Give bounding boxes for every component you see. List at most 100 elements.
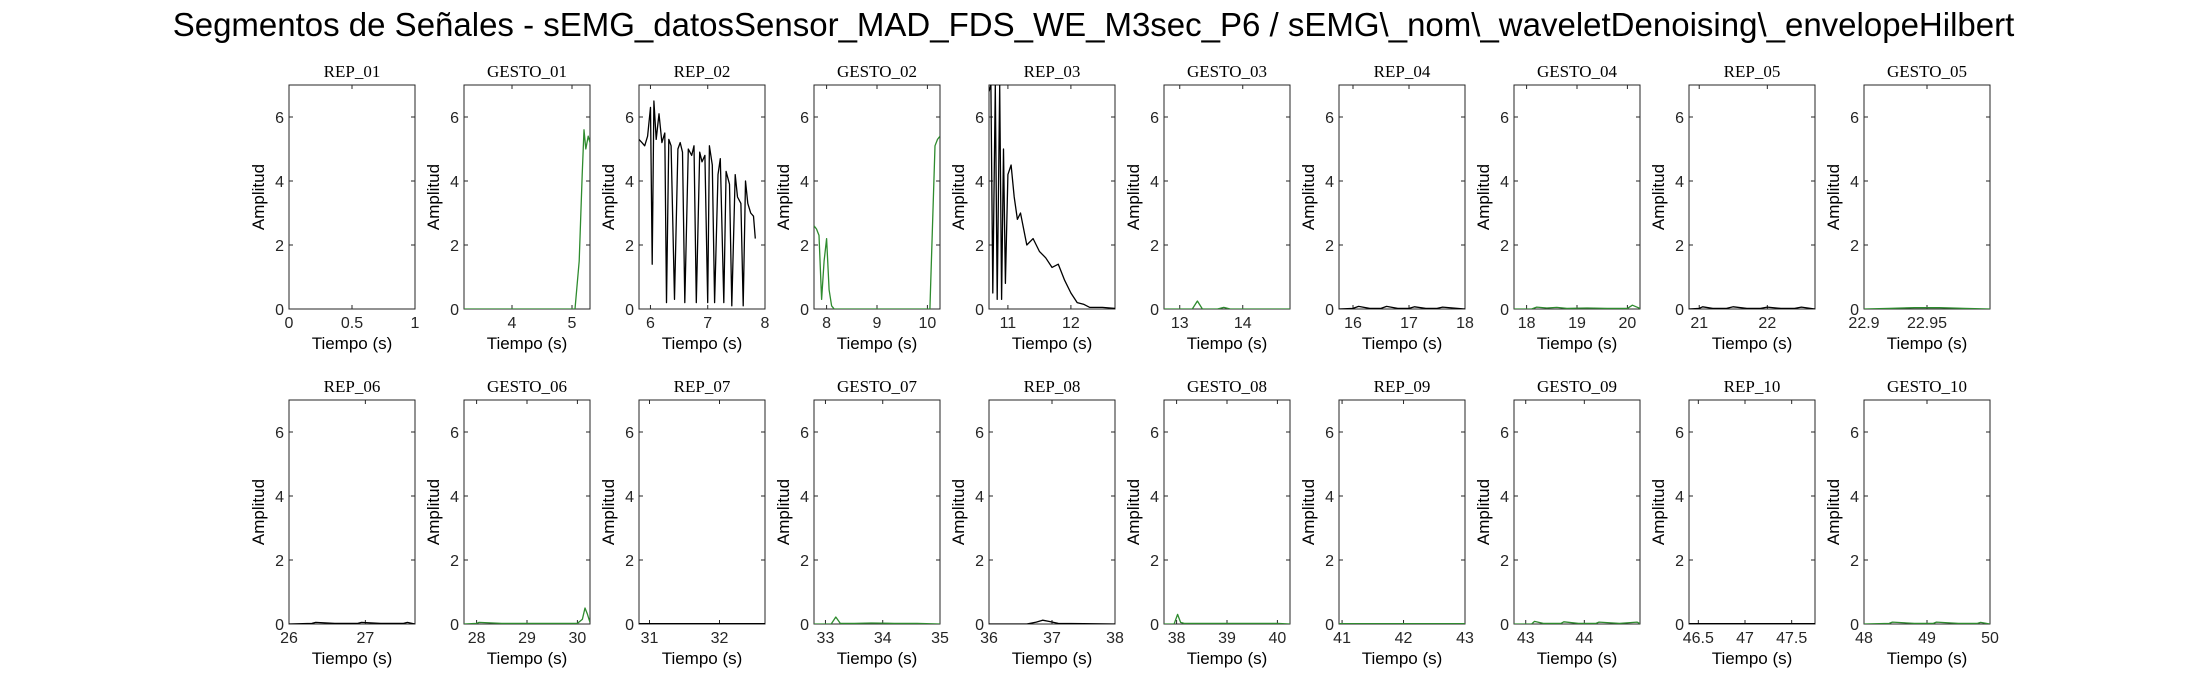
axes-box xyxy=(1163,399,1291,625)
x-tick-label: 27 xyxy=(356,630,374,647)
axes-box xyxy=(463,84,591,310)
x-tick-label: 46.5 xyxy=(1683,630,1714,647)
subplot-title: REP_08 xyxy=(1024,377,1081,396)
x-axis-label: Tiempo (s) xyxy=(1187,334,1268,353)
y-axis-label: Amplitud xyxy=(1474,479,1493,545)
y-axis-label: Amplitud xyxy=(774,164,793,230)
x-tick-label: 47.5 xyxy=(1776,630,1807,647)
subplot-rep-05: 0 2 4 6 21 22 REP_05 Tiempo (s) Amplitud xyxy=(1649,62,1816,353)
x-tick-label: 6 xyxy=(646,315,655,332)
series-line xyxy=(814,616,940,624)
x-tick-label: 22.95 xyxy=(1907,315,1947,332)
y-tick-label: 4 xyxy=(275,489,284,506)
y-tick-label: 0 xyxy=(1325,617,1334,634)
series-line xyxy=(989,85,1115,309)
x-tick-label: 33 xyxy=(817,630,835,647)
y-tick-label: 0 xyxy=(1675,617,1684,634)
subplot-gesto-04: 0 2 4 6 18 19 20 GESTO_04 Tiempo (s) Amplitud xyxy=(1474,62,1641,353)
axes-box xyxy=(1513,399,1641,625)
series-line xyxy=(814,135,940,309)
subplot-title: GESTO_06 xyxy=(487,377,567,396)
subplot-rep-04: 0 2 4 6 16 17 18 REP_04 Tiempo (s) Amplitud xyxy=(1299,62,1474,353)
axes-box xyxy=(1163,84,1291,310)
y-tick-label: 2 xyxy=(1150,238,1159,255)
y-tick-label: 2 xyxy=(275,238,284,255)
axes-box xyxy=(988,84,1116,310)
y-tick-label: 0 xyxy=(975,617,984,634)
axes-box xyxy=(1688,84,1816,310)
x-tick-label: 19 xyxy=(1568,315,1586,332)
axes-box xyxy=(288,84,416,310)
y-tick-label: 4 xyxy=(800,174,809,191)
x-tick-label: 10 xyxy=(919,315,937,332)
x-tick-label: 44 xyxy=(1575,630,1593,647)
axes-box xyxy=(1338,84,1466,310)
x-axis-label: Tiempo (s) xyxy=(662,649,743,668)
subplot-gesto-08: 0 2 4 6 38 39 40 GESTO_08 Tiempo (s) Amplitud xyxy=(1124,377,1291,668)
subplot-title: REP_09 xyxy=(1374,377,1431,396)
y-axis-label: Amplitud xyxy=(1299,479,1318,545)
subplot-title: REP_03 xyxy=(1024,62,1081,81)
y-tick-label: 4 xyxy=(800,489,809,506)
x-tick-label: 4 xyxy=(508,315,517,332)
x-axis-label: Tiempo (s) xyxy=(1362,649,1443,668)
x-tick-label: 31 xyxy=(641,630,659,647)
x-axis-label: Tiempo (s) xyxy=(662,334,743,353)
subplot-gesto-07: 0 2 4 6 33 34 35 GESTO_07 Tiempo (s) Amplitud xyxy=(774,377,949,668)
x-tick-label: 5 xyxy=(568,315,577,332)
x-tick-label: 21 xyxy=(1690,315,1708,332)
y-axis-label: Amplitud xyxy=(1124,479,1143,545)
y-axis-label: Amplitud xyxy=(599,164,618,230)
x-tick-label: 41 xyxy=(1333,630,1351,647)
axes-box xyxy=(1513,84,1641,310)
y-tick-label: 0 xyxy=(450,302,459,319)
y-tick-label: 6 xyxy=(1675,110,1684,127)
y-tick-label: 6 xyxy=(275,425,284,442)
x-axis-label: Tiempo (s) xyxy=(1537,334,1618,353)
y-tick-label: 4 xyxy=(1500,489,1509,506)
subplot-rep-01: 0 2 4 6 0 0.5 1 REP_01 Tiempo (s) Amplitud xyxy=(249,62,420,353)
y-tick-label: 0 xyxy=(800,302,809,319)
axes-box xyxy=(988,399,1116,625)
subplot-title: GESTO_09 xyxy=(1537,377,1617,396)
series-line xyxy=(1864,307,1990,309)
y-tick-label: 6 xyxy=(975,425,984,442)
x-axis-label: Tiempo (s) xyxy=(1012,334,1093,353)
y-tick-label: 2 xyxy=(975,238,984,255)
subplot-rep-10: 0 2 4 6 46.5 47 47.5 REP_10 Tiempo (s) Amplitud xyxy=(1649,377,1816,668)
subplot-rep-09: 0 2 4 6 41 42 43 REP_09 Tiempo (s) Amplitud xyxy=(1299,377,1474,668)
y-tick-label: 4 xyxy=(275,174,284,191)
y-axis-label: Amplitud xyxy=(949,479,968,545)
x-tick-label: 20 xyxy=(1619,315,1637,332)
y-tick-label: 2 xyxy=(1675,553,1684,570)
y-tick-label: 6 xyxy=(1325,110,1334,127)
y-tick-label: 6 xyxy=(1850,110,1859,127)
y-tick-label: 2 xyxy=(800,238,809,255)
y-axis-label: Amplitud xyxy=(774,479,793,545)
subplot-title: REP_05 xyxy=(1724,62,1781,81)
subplot-title: GESTO_08 xyxy=(1187,377,1267,396)
x-axis-label: Tiempo (s) xyxy=(1712,649,1793,668)
y-tick-label: 6 xyxy=(1150,110,1159,127)
subplot-rep-07: 0 2 4 6 31 32 REP_07 Tiempo (s) Amplitud xyxy=(599,377,766,668)
series-line xyxy=(464,607,590,624)
y-tick-label: 4 xyxy=(1850,489,1859,506)
subplot-gesto-06: 0 2 4 6 28 29 30 GESTO_06 Tiempo (s) Amplitud xyxy=(424,377,591,668)
series-line xyxy=(1164,613,1290,624)
x-tick-label: 34 xyxy=(874,630,892,647)
y-tick-label: 0 xyxy=(625,617,634,634)
x-tick-label: 36 xyxy=(980,630,998,647)
y-axis-label: Amplitud xyxy=(1824,479,1843,545)
y-tick-label: 6 xyxy=(625,425,634,442)
y-tick-label: 6 xyxy=(1675,425,1684,442)
y-tick-label: 6 xyxy=(1850,425,1859,442)
x-tick-label: 1 xyxy=(411,315,420,332)
x-tick-label: 28 xyxy=(468,630,486,647)
x-tick-label: 50 xyxy=(1981,630,1999,647)
series-line xyxy=(639,100,756,307)
y-axis-label: Amplitud xyxy=(1299,164,1318,230)
y-tick-label: 4 xyxy=(1150,489,1159,506)
x-tick-label: 43 xyxy=(1456,630,1474,647)
x-tick-label: 0 xyxy=(285,315,294,332)
y-tick-label: 6 xyxy=(1500,425,1509,442)
